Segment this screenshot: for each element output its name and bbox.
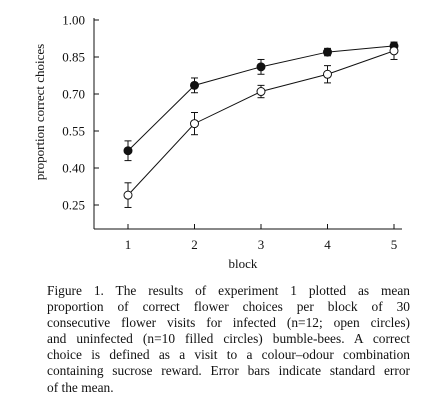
series-2 [123,41,399,208]
y-tick-label: 0.40 [62,161,85,176]
data-point [256,87,266,97]
x-tick-label: 2 [191,237,198,252]
x-tick-label: 3 [258,237,265,252]
data-point [389,46,399,56]
data-point [323,69,332,79]
y-axis-ticks: 1.00 0.85 0.70 0.55 0.40 0.25 [62,13,99,213]
data-point [190,80,199,90]
caption-line: proportion of correct flower choices per… [47,299,410,315]
y-tick-label: 0.25 [62,198,85,213]
caption-line: and uninfected (n=10 filled circles) bum… [47,331,410,347]
line-chart: 1.00 0.85 0.70 0.55 0.40 0.25 1 2 3 4 5 block pro… [32,13,402,271]
figure-caption: Figure 1. The results of experiment 1 pl… [47,283,410,396]
y-tick-label: 0.85 [62,50,85,65]
caption-line: of the mean. [47,379,114,395]
data-point [123,146,133,156]
y-tick-label: 0.70 [62,87,85,102]
x-tick-label: 4 [324,237,331,252]
series-1 [123,41,399,162]
caption-line: consecutive flower visits for infected (… [47,315,410,331]
y-axis-label: proportion correct choices [32,44,47,180]
x-tick-label: 5 [391,237,398,252]
x-axis-label: block [229,256,258,271]
data-point [256,62,266,72]
caption-line: Figure 1. The results of experiment 1 pl… [47,283,410,298]
caption-line: choice is defined as a visit to a colour… [47,347,410,363]
data-point [123,190,133,200]
x-tick-label: 1 [125,237,132,252]
data-point [323,47,332,57]
y-tick-label: 0.55 [62,124,85,139]
caption-line: containing sucrose reward. Error bars in… [47,363,410,379]
chart-series [123,41,399,208]
chart-axes [93,18,402,230]
data-point [190,119,199,129]
x-axis-ticks: 1 2 3 4 5 [125,224,398,252]
y-tick-label: 1.00 [62,13,85,28]
